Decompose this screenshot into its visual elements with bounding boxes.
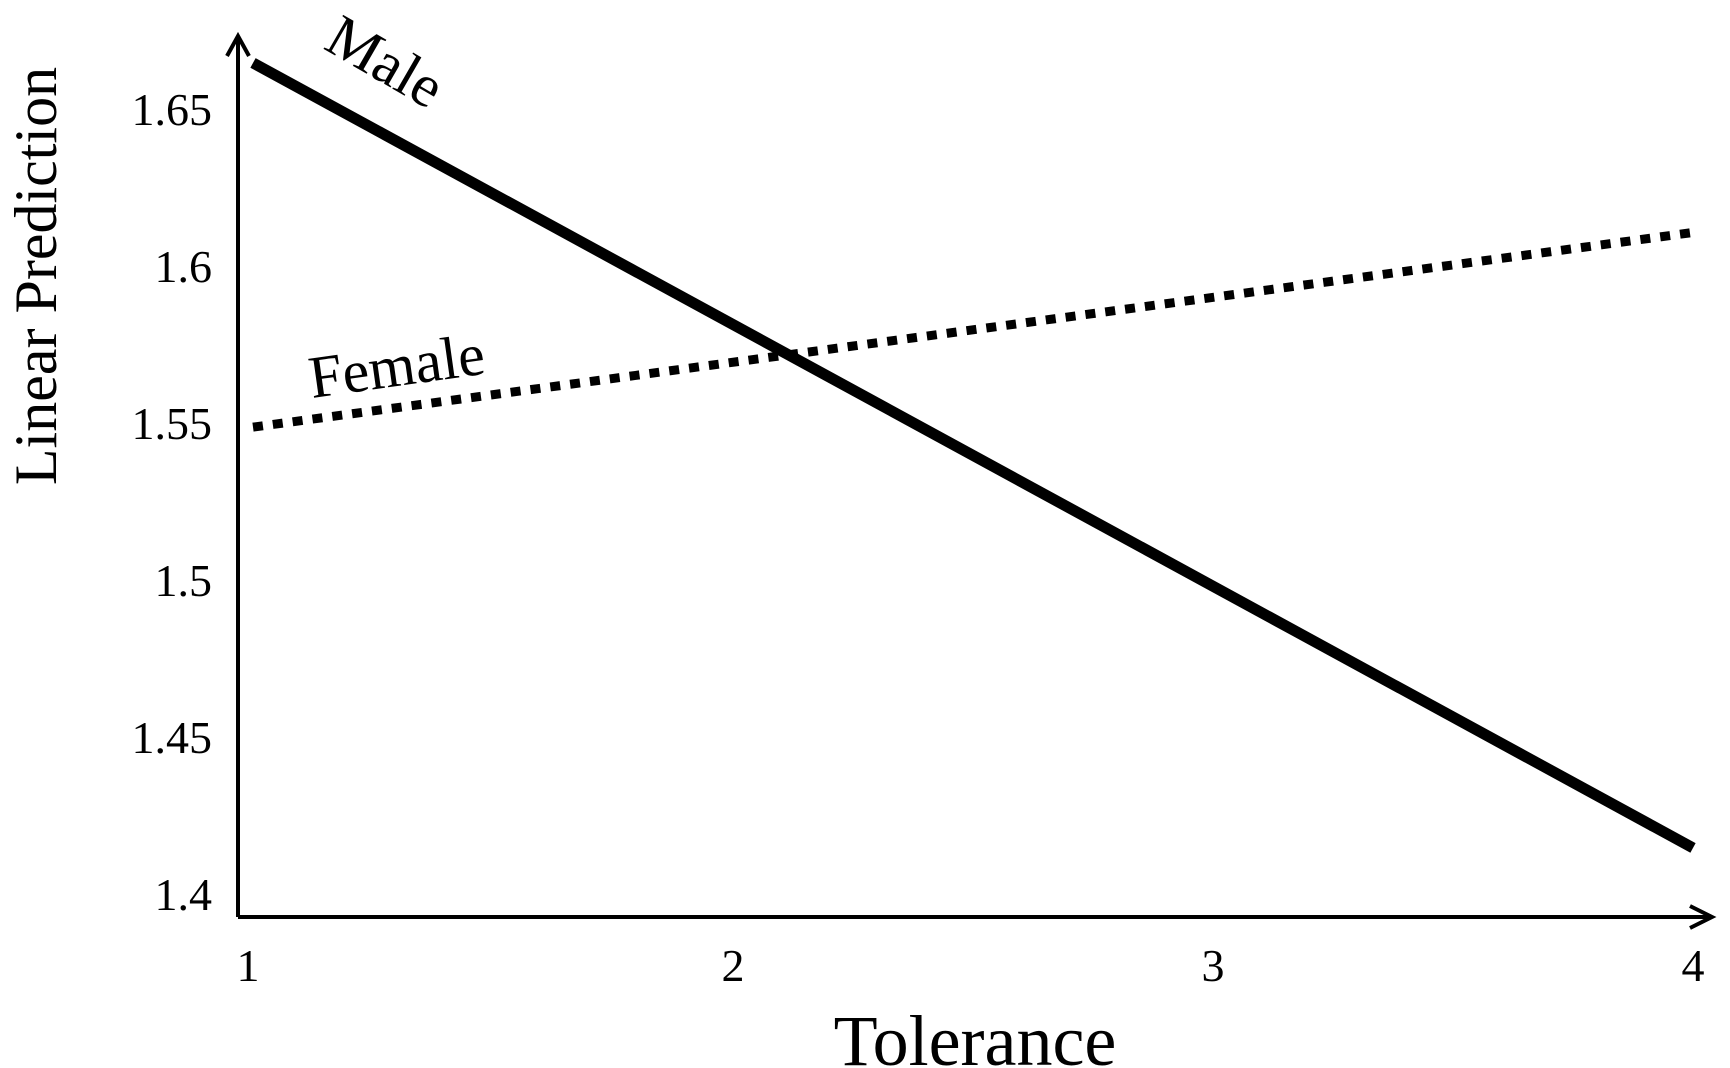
- x-axis-title: Tolerance: [834, 1001, 1117, 1068]
- x-tick-label: 3: [1202, 940, 1225, 991]
- series-line-female: [252, 228, 1694, 432]
- y-tick-label: 1.4: [155, 869, 213, 920]
- series-lines: [250, 58, 1696, 853]
- x-tick-label: 4: [1682, 940, 1705, 991]
- x-tick-label: 1: [237, 940, 260, 991]
- series-label-female: Female: [305, 321, 489, 411]
- x-tick-label: 2: [722, 940, 745, 991]
- y-tick-label: 1.5: [155, 555, 213, 606]
- axes: [225, 31, 1717, 930]
- y-tick-label: 1.65: [132, 84, 213, 135]
- x-axis-arrow: [1689, 904, 1717, 930]
- y-axis-arrow: [225, 31, 251, 57]
- y-tick-label: 1.55: [132, 398, 213, 449]
- series-line-male: [250, 58, 1696, 853]
- tick-labels: 1.4 1.45 1.5 1.55 1.6 1.65 1 2 3 4: [132, 84, 1705, 991]
- y-tick-label: 1.6: [155, 241, 213, 292]
- y-tick-label: 1.45: [132, 712, 213, 763]
- y-axis-title: Linear Prediction: [3, 67, 69, 485]
